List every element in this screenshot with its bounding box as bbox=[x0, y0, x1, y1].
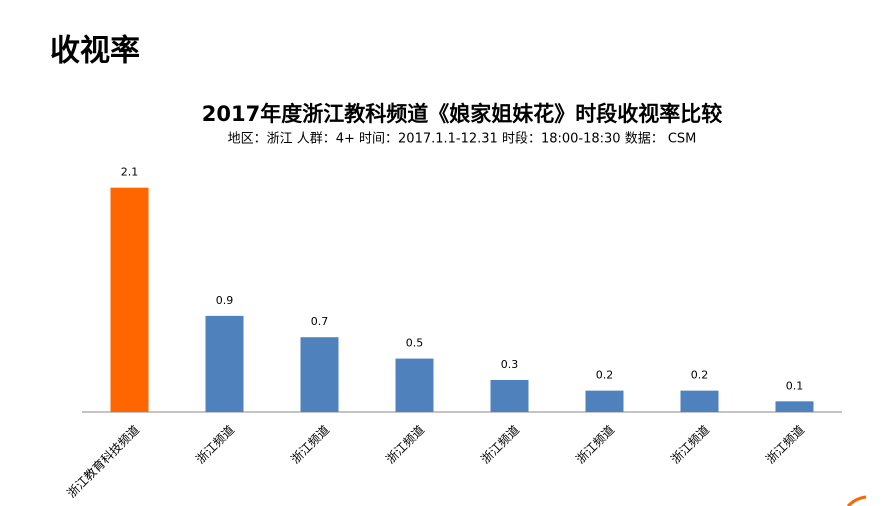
data-label: 0.2 bbox=[691, 369, 709, 382]
decoration bbox=[846, 495, 867, 506]
data-label: 0.1 bbox=[786, 379, 804, 392]
x-tick-label: 浙江频道 bbox=[668, 423, 712, 467]
slide-title: 收视率 bbox=[50, 34, 140, 69]
bar bbox=[680, 390, 719, 412]
bar bbox=[490, 379, 529, 412]
x-tick-label: 浙江频道 bbox=[763, 423, 807, 467]
data-label: 0.9 bbox=[216, 294, 234, 307]
bar bbox=[775, 401, 814, 412]
bar bbox=[110, 187, 149, 412]
data-label: 0.2 bbox=[596, 369, 614, 382]
bar bbox=[205, 315, 244, 412]
data-label: 0.5 bbox=[406, 337, 424, 350]
x-tick-label: 浙江教育科技频道 bbox=[64, 422, 142, 500]
bar bbox=[300, 337, 339, 412]
x-tick-label: 浙江频道 bbox=[478, 423, 522, 467]
bar bbox=[395, 358, 434, 412]
x-tick-label: 浙江频道 bbox=[193, 423, 237, 467]
data-label: 0.7 bbox=[311, 315, 329, 328]
x-tick-label: 浙江频道 bbox=[573, 423, 617, 467]
chart-subtitle: 地区：浙江 人群：4+ 时间：2017.1.1-12.31 时段：18:00-1… bbox=[228, 132, 697, 147]
chart-title: 2017年度浙江教科频道《娘家姐妹花》时段收视率比较 bbox=[202, 102, 722, 126]
x-tick-label: 浙江频道 bbox=[383, 423, 427, 467]
data-label: 2.1 bbox=[121, 166, 139, 179]
x-tick-label: 浙江频道 bbox=[288, 423, 332, 467]
bar bbox=[585, 390, 624, 412]
data-label: 0.3 bbox=[501, 358, 519, 371]
